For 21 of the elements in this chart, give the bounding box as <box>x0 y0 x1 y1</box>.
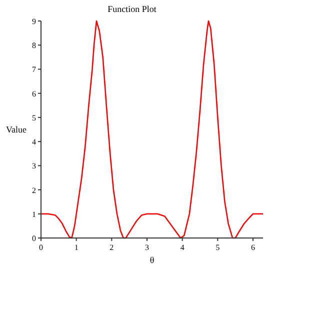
y-tick-label: 1 <box>32 210 36 219</box>
chart-title: Function Plot <box>108 4 157 14</box>
x-tick-label: 2 <box>110 243 114 252</box>
y-tick-label: 6 <box>32 89 36 98</box>
x-tick-label: 3 <box>145 243 149 252</box>
y-axis-title: Value <box>6 124 26 134</box>
x-axis-title: θ <box>150 255 154 265</box>
x-tick-label: 4 <box>180 243 184 252</box>
x-tick-label: 6 <box>251 243 255 252</box>
y-tick-label: 3 <box>32 162 36 171</box>
x-tick-label: 0 <box>39 243 43 252</box>
y-tick-label: 5 <box>32 113 36 122</box>
y-tick-label: 9 <box>32 17 36 26</box>
line-series <box>40 20 264 239</box>
y-tick-label: 8 <box>32 41 36 50</box>
x-tick-label: 1 <box>74 243 78 252</box>
y-tick-label: 7 <box>32 65 36 74</box>
y-tick-label: 2 <box>32 186 36 195</box>
y-tick-label: 0 <box>32 234 36 243</box>
x-tick-label: 5 <box>216 243 220 252</box>
y-tick-label: 4 <box>32 138 36 147</box>
